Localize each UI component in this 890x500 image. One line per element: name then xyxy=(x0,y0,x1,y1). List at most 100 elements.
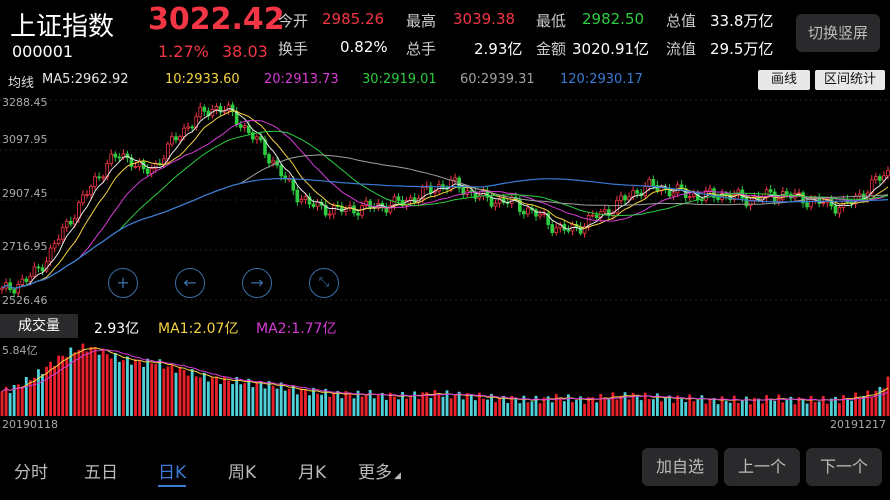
volume-bar xyxy=(611,392,615,416)
next-button[interactable]: 下一个 xyxy=(806,448,882,486)
start-date: 20190118 xyxy=(2,418,58,431)
change-value: 38.03 xyxy=(222,42,268,61)
price-axis-label-5: 2526.46 xyxy=(2,294,48,307)
candle-body xyxy=(331,205,336,215)
stat-value-float-value: 29.5万亿 xyxy=(710,40,774,58)
candle-body xyxy=(526,207,530,215)
volume-bar xyxy=(85,351,89,416)
volume-bar xyxy=(65,357,69,416)
candle-body xyxy=(242,125,247,128)
price-chart[interactable] xyxy=(0,92,890,310)
tab-intraday[interactable]: 分时 xyxy=(14,463,48,483)
volume-bar xyxy=(870,397,874,416)
volume-bar xyxy=(526,402,530,416)
tab-monthly-k[interactable]: 月K xyxy=(298,463,327,483)
candle-body xyxy=(538,213,542,217)
volume-bar xyxy=(49,361,52,416)
stat-label-turnover: 换手 xyxy=(278,40,309,58)
candle-body xyxy=(340,205,344,212)
tab-more[interactable]: 更多 ◢ xyxy=(358,458,401,483)
volume-bar xyxy=(720,396,724,416)
volume-bar xyxy=(202,372,206,416)
ma-prefix: 均线 xyxy=(8,76,35,91)
candle-body xyxy=(0,287,4,290)
tab-more-label: 更多 xyxy=(358,463,392,483)
add-watchlist-button[interactable]: 加自选 xyxy=(642,448,718,486)
candle-body xyxy=(388,205,393,213)
volume-bar xyxy=(704,403,708,416)
volume-bar xyxy=(566,394,570,416)
volume-bar xyxy=(239,384,243,416)
candle-body xyxy=(878,176,882,181)
price-axis-label-4: 2716.95 xyxy=(2,240,48,253)
volume-bar xyxy=(712,398,716,416)
candle-body xyxy=(874,176,878,181)
candle-body xyxy=(170,136,174,145)
volume-bar xyxy=(198,377,202,416)
candle-body xyxy=(251,132,255,140)
candle-body xyxy=(315,201,320,207)
volume-chart[interactable] xyxy=(0,340,890,416)
volume-bar xyxy=(862,395,866,416)
draw-line-button[interactable]: 画线 xyxy=(758,70,810,90)
volume-tab[interactable]: 成交量 xyxy=(0,314,78,338)
candle-body xyxy=(837,206,842,214)
volume-bar xyxy=(761,403,764,416)
candle-body xyxy=(801,192,805,204)
candle-body xyxy=(615,199,619,214)
candle-body xyxy=(590,214,595,217)
candle-body xyxy=(768,189,773,193)
candle-body xyxy=(226,104,231,112)
volume-bar xyxy=(417,398,421,416)
volume-bar xyxy=(846,398,849,416)
candle-body xyxy=(582,226,587,234)
zoom-in-icon[interactable]: + xyxy=(108,268,138,298)
volume-bar xyxy=(797,397,801,416)
candle-body xyxy=(52,243,57,249)
candle-body xyxy=(182,127,186,138)
volume-bar xyxy=(749,404,752,416)
candle-body xyxy=(623,195,627,201)
right-arrow-icon[interactable]: → xyxy=(242,268,272,298)
shrink-icon[interactable]: ⤡ xyxy=(309,268,339,298)
volume-bar xyxy=(332,393,336,416)
volume-bar xyxy=(324,388,328,416)
tab-weekly-k[interactable]: 周K xyxy=(228,463,257,483)
volume-bar xyxy=(882,388,886,416)
volume-bar xyxy=(384,399,388,416)
tab-five-day[interactable]: 五日 xyxy=(84,463,118,483)
volume-bar xyxy=(502,396,506,416)
volume-bar xyxy=(97,354,101,416)
volume-bar xyxy=(283,390,287,416)
candle-body xyxy=(534,209,538,217)
volume-bar xyxy=(409,396,413,416)
ma30-value: 30:2919.01 xyxy=(362,72,437,87)
volume-bar xyxy=(73,352,77,416)
toggle-portrait-button[interactable]: 切换竖屏 xyxy=(796,14,880,52)
candle-body xyxy=(255,136,259,140)
stock-code: 000001 xyxy=(12,42,74,61)
volume-bar xyxy=(372,398,376,416)
volume-bar xyxy=(575,400,578,416)
volume-bar xyxy=(376,393,380,416)
volume-bar xyxy=(607,399,611,416)
range-stats-button[interactable]: 区间统计 xyxy=(815,70,885,90)
previous-button[interactable]: 上一个 xyxy=(724,448,800,486)
tab-daily-k[interactable]: 日K xyxy=(158,458,187,487)
volume-bar xyxy=(348,393,352,416)
stat-label-open: 今开 xyxy=(278,12,309,30)
volume-bar xyxy=(150,363,154,416)
volume-bar xyxy=(785,398,789,416)
candle-body xyxy=(785,191,789,195)
volume-bar xyxy=(69,347,73,416)
volume-bar xyxy=(320,394,324,416)
volume-bar xyxy=(4,386,8,416)
candle-body xyxy=(619,195,623,201)
volume-bar xyxy=(599,394,603,416)
candle-body xyxy=(36,266,41,269)
volume-bar xyxy=(433,390,437,416)
volume-bar xyxy=(858,398,862,416)
volume-bar xyxy=(874,390,878,416)
candle-body xyxy=(97,176,101,179)
left-arrow-icon[interactable]: ← xyxy=(175,268,205,298)
